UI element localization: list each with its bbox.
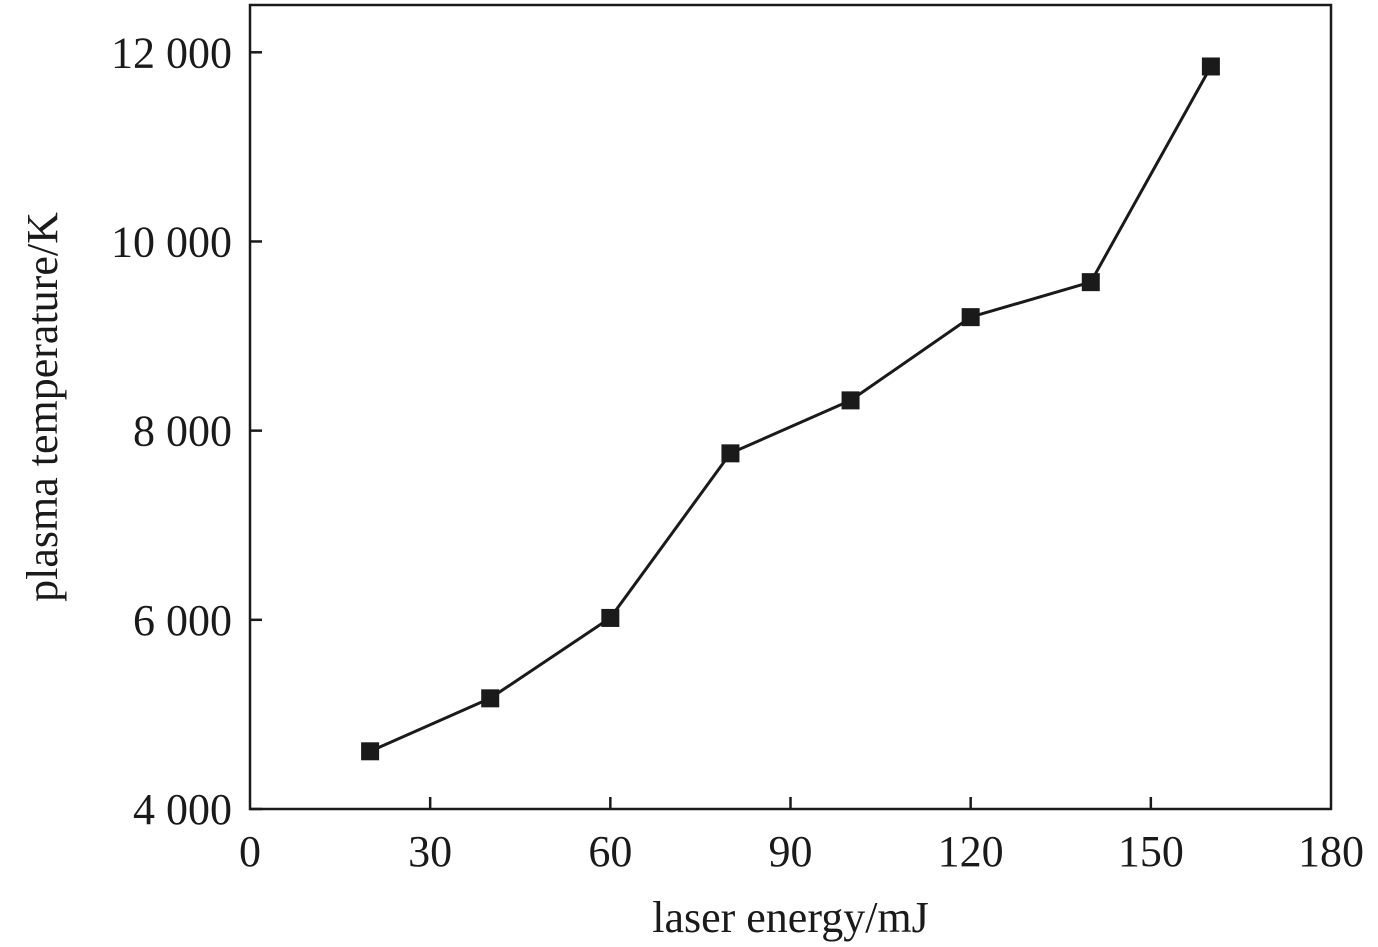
data-point <box>961 308 980 327</box>
data-point <box>841 391 860 410</box>
data-point <box>1081 273 1100 292</box>
data-point <box>601 608 620 627</box>
ticks-layer <box>250 51 1153 811</box>
x-tick-label: 60 <box>588 827 632 876</box>
y-tick-label: 8 000 <box>133 407 232 456</box>
x-axis-title: laser energy/mJ <box>652 893 929 942</box>
data-point <box>721 444 740 463</box>
plot-frame <box>248 3 1333 811</box>
series-line <box>369 65 1213 753</box>
data-point <box>1201 57 1220 76</box>
data-point <box>361 742 380 761</box>
x-tick-label: 0 <box>239 827 261 876</box>
x-tick-label: 90 <box>769 827 813 876</box>
x-tick-label: 150 <box>1118 827 1184 876</box>
y-tick-label: 4 000 <box>133 785 232 834</box>
y-tick-label: 12 000 <box>111 28 232 77</box>
y-tick-label: 6 000 <box>133 596 232 645</box>
data-point <box>481 689 500 708</box>
x-tick-label: 30 <box>408 827 452 876</box>
y-axis-title: plasma temperature/K <box>18 212 67 602</box>
x-tick-label: 120 <box>938 827 1004 876</box>
series-layer <box>361 57 1220 761</box>
x-tick-label: 180 <box>1298 827 1364 876</box>
tick-labels-layer: 0 30 60 90 120 150 180 4 000 6 000 8 000 10 000 12 … <box>111 28 1364 876</box>
y-tick-label: 10 000 <box>111 217 232 266</box>
